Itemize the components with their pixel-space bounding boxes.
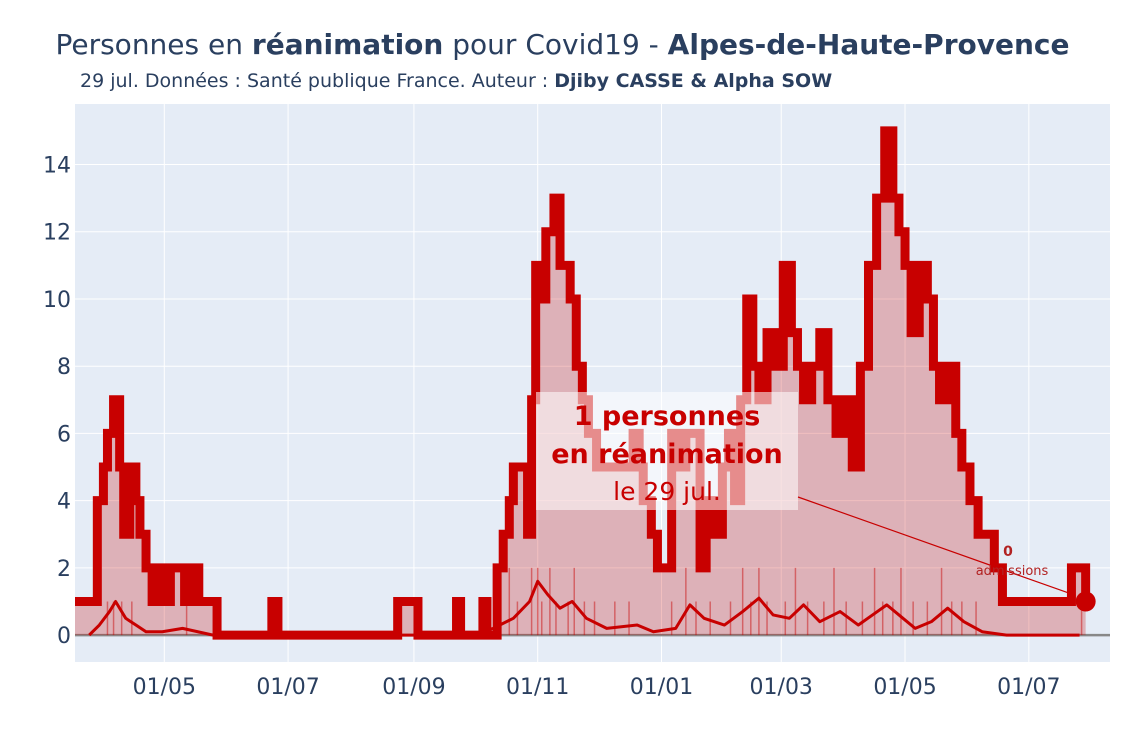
y-tick-label: 2 [57,557,71,582]
annotation-line3: le 29 jul. [613,477,721,506]
chart-title: Personnes en réanimation pour Covid19 - … [0,28,1125,61]
x-tick-label: 01/05 [133,675,196,700]
subtitle-authors: Djiby CASSE & Alpha SOW [554,70,833,92]
x-tick-label: 01/07 [256,675,319,700]
title-bold: réanimation [251,28,444,61]
y-tick-label: 4 [57,490,71,515]
y-tick-label: 10 [43,288,71,313]
annotation-line2: en réanimation [551,439,783,470]
y-tick-label: 8 [57,355,71,380]
y-tick-label: 14 [43,154,71,179]
x-tick-label: 01/07 [997,675,1060,700]
annotation-box [536,392,798,510]
x-tick-label: 01/05 [873,675,936,700]
annotation-arrow [797,496,1076,597]
y-tick-label: 0 [57,624,71,649]
y-tick-label: 6 [57,422,71,447]
last-point-marker [1075,591,1096,612]
admissions-value: 0 [1003,544,1013,560]
annotation-line1: 1 personnes [574,401,761,432]
title-region: Alpes-de-Haute-Provence [667,28,1070,61]
chart-subtitle: 29 jul. Données : Santé publique France.… [80,70,832,92]
y-axis: 0 2 4 6 8 10 12 14 [43,154,71,650]
title-prefix: Personnes en [55,28,252,61]
subtitle-prefix: 29 jul. Données : Santé publique France.… [80,70,555,92]
x-tick-label: 01/09 [382,675,445,700]
admissions-label: admissions [976,564,1049,579]
title-mid: pour Covid19 - [443,28,668,61]
admissions-line [88,579,1080,637]
y-tick-label: 12 [43,221,71,246]
annotation-layer: 1 personnes en réanimation le 29 jul. 0 … [536,392,1076,597]
x-tick-label: 01/03 [750,675,813,700]
x-axis: 01/05 01/07 01/09 01/11 01/01 01/03 01/05 01/07 [133,675,1061,700]
x-tick-label: 01/01 [630,675,693,700]
x-tick-label: 01/11 [506,675,569,700]
